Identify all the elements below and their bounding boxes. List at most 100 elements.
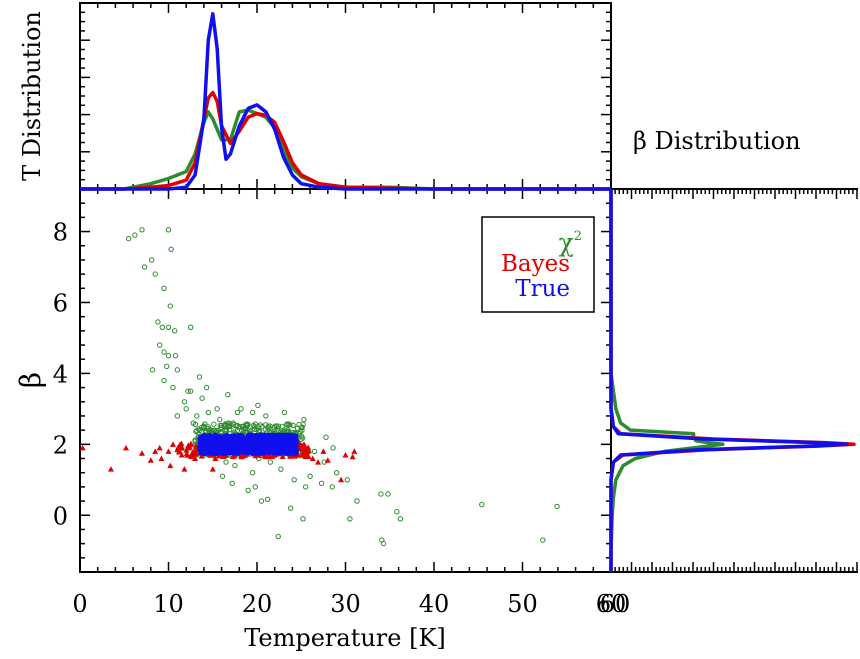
true-point (281, 449, 287, 454)
bayes-point (212, 455, 219, 462)
chi2-point (267, 423, 273, 429)
true-point (273, 442, 278, 448)
chi2-point (281, 409, 288, 416)
true-point (255, 449, 260, 455)
chi2-point (380, 540, 387, 547)
true-point (209, 436, 215, 442)
bayes-point (269, 453, 276, 460)
chi2-point (394, 509, 400, 515)
x-tick-label: 60 (596, 590, 627, 618)
chi2-point (287, 505, 294, 511)
chi2-point (167, 303, 173, 309)
true-point (294, 438, 300, 443)
true-point (209, 451, 215, 456)
chi2-point (291, 477, 297, 483)
chi2-point (244, 422, 250, 429)
chi2-point (300, 421, 306, 427)
chi2-point (297, 428, 303, 435)
chi2-point (141, 264, 148, 270)
y-tick-label: 6 (53, 289, 68, 317)
true-point (221, 441, 226, 447)
true-point (231, 448, 236, 453)
chi2-point (165, 324, 172, 331)
chi2-point (194, 413, 200, 419)
bayes-point (324, 457, 331, 463)
beta-panel-zero-label: 60 (600, 590, 631, 618)
beta-curve-χ² (609, 189, 725, 572)
chi2-point (211, 421, 217, 427)
chi2-point (252, 484, 258, 490)
chi2-point (311, 448, 318, 455)
chi2-point (152, 271, 158, 277)
chi2-point (203, 384, 210, 391)
true-point (276, 446, 281, 452)
true-point (243, 449, 249, 455)
legend-chi2-superscript: 2 (574, 229, 582, 244)
chi2-point (232, 462, 238, 469)
bayes-point (349, 453, 356, 460)
chi2-point (181, 399, 188, 405)
chi2-point (385, 491, 391, 497)
chi2-point (318, 480, 325, 487)
chi2-point (148, 257, 155, 263)
beta-distribution-title: β Distribution (633, 127, 801, 155)
bayes-point (176, 441, 183, 448)
bayes-point (138, 450, 145, 456)
x-tick-label: 20 (242, 590, 273, 618)
chi2-point (187, 388, 194, 394)
chi2-point (205, 409, 212, 416)
chi2-point (329, 484, 335, 490)
true-point (217, 448, 223, 454)
chi2-point (249, 470, 256, 476)
chi2-point (229, 480, 235, 487)
chi2-point (161, 349, 167, 355)
bayes-point (262, 453, 269, 460)
true-point (201, 451, 206, 456)
chi2-point (354, 498, 360, 504)
true-point (238, 439, 243, 444)
chi2-point (299, 424, 305, 430)
y-axis-label: β (14, 372, 47, 388)
true-point (236, 443, 242, 448)
true-point (199, 438, 204, 444)
y-tick-label: 4 (53, 360, 68, 388)
x-tick-label: 0 (72, 590, 87, 618)
bayes-point (169, 441, 176, 447)
bayes-point (152, 448, 159, 454)
chi2-point (217, 416, 223, 423)
bayes-point (185, 442, 192, 448)
chi2-point (264, 496, 271, 503)
chi2-point (171, 328, 178, 334)
t-distribution-label: T Distribution (18, 11, 46, 181)
bayes-point (338, 476, 345, 483)
bayes-point (309, 455, 316, 462)
bayes-point (156, 444, 163, 451)
true-point (255, 443, 260, 449)
chi2-point (267, 459, 273, 465)
chi2-point (155, 319, 161, 325)
legend-chi2: χ2 (559, 228, 582, 257)
true-point (265, 446, 270, 452)
chi2-point (378, 491, 384, 497)
chi2-point (174, 367, 181, 373)
chi2-point (213, 427, 220, 434)
chi2-point (298, 433, 305, 439)
chi2-point (174, 413, 181, 419)
x-tick-label: 50 (507, 590, 538, 618)
tick-labels: 0 10 20 30 40 50 60 0 2 4 6 8 60 (53, 219, 631, 618)
chi2-point (183, 406, 189, 412)
chi2-point (159, 324, 166, 331)
bayes-point (320, 448, 327, 454)
chi2-point (275, 533, 281, 540)
bayes-point (238, 452, 245, 458)
bayes-point (209, 466, 216, 472)
chi2-point (132, 232, 138, 238)
bayes-point (79, 444, 86, 451)
chi2-point (219, 473, 226, 479)
chi2-point (205, 424, 212, 430)
chi2-point (290, 422, 296, 429)
chi2-point (168, 246, 174, 252)
true-point (211, 445, 217, 451)
true-point (247, 436, 253, 442)
